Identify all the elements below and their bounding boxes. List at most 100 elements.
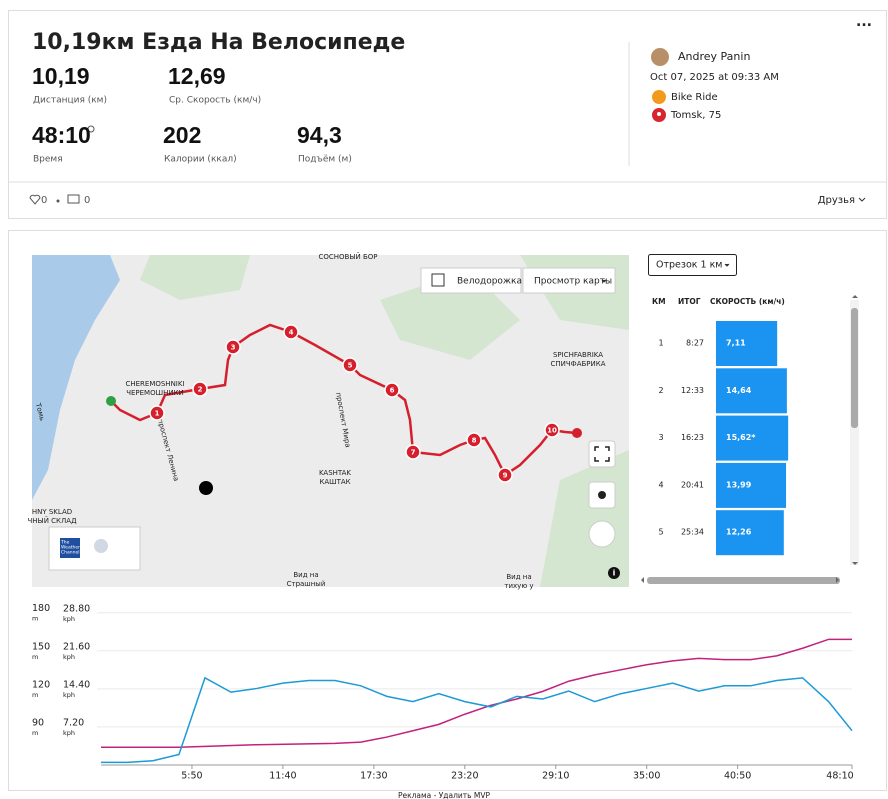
- map-label: Вид на: [293, 571, 318, 579]
- route-marker-label: 4: [289, 329, 294, 337]
- series-line: [101, 676, 853, 764]
- stat-value: 48:10: [32, 122, 91, 148]
- split-time: 25:34: [681, 528, 704, 537]
- visibility[interactable]: Друзья: [818, 195, 855, 206]
- end-marker: [572, 428, 582, 438]
- stat-label: Дистанция (км): [33, 96, 107, 106]
- split-km: 3: [658, 433, 663, 442]
- like-icon[interactable]: [29, 194, 41, 205]
- map-label: Вид на: [506, 573, 531, 581]
- park: [140, 255, 250, 300]
- activity-date: Oct 07, 2025 at 09:33 AM: [650, 72, 779, 83]
- position-marker: [199, 481, 213, 495]
- weather-logo: [60, 538, 80, 558]
- split-km: 4: [658, 480, 663, 489]
- map-label: тихую у: [504, 582, 533, 590]
- fullscreen-icon: [594, 446, 610, 462]
- y2-unit: kph: [63, 729, 75, 737]
- center-icon: [598, 491, 606, 499]
- activity-type: Bike Ride: [671, 92, 718, 103]
- split-time: 8:27: [686, 339, 704, 348]
- stat-value: 94,3: [297, 122, 342, 148]
- split-header: СКОРОСТЬ (км/ч): [710, 297, 785, 306]
- chevron: [858, 197, 866, 202]
- time-icon: [87, 125, 95, 133]
- y-unit: m: [32, 653, 38, 661]
- athlete-name[interactable]: Andrey Panin: [678, 50, 750, 63]
- location-icon: [657, 112, 661, 116]
- x-tick-label: 29:10: [542, 771, 569, 782]
- map-label: HNY SKLAD: [32, 508, 72, 516]
- weather-text: Weather: [61, 545, 80, 551]
- x-tick-label: 5:50: [181, 771, 202, 782]
- y2-tick-label: 28.80: [63, 603, 90, 614]
- comment-icon[interactable]: [67, 194, 80, 204]
- x-tick-label: 23:20: [451, 771, 478, 782]
- series-line: [101, 638, 852, 748]
- menu[interactable]: ...: [856, 14, 872, 30]
- y-tick-label: 180: [32, 603, 50, 614]
- river: [32, 255, 120, 500]
- split-time: 16:23: [681, 433, 704, 442]
- split-time: 12:33: [681, 386, 704, 395]
- y-tick-label: 150: [32, 641, 50, 652]
- route-marker: [405, 444, 421, 460]
- route-marker: [283, 324, 299, 340]
- separator: [56, 199, 60, 203]
- split-selector[interactable]: [648, 254, 737, 276]
- map-view-button[interactable]: [522, 267, 616, 294]
- start-marker: [106, 396, 116, 406]
- route-marker: [149, 405, 165, 421]
- route-marker-label: 3: [231, 344, 236, 352]
- map[interactable]: Велодорожка Просмотр карты i СОСНОВЫЙ БО…: [27, 252, 629, 590]
- map-label: Страшный: [287, 580, 326, 588]
- fullscreen-button[interactable]: [588, 440, 616, 468]
- split-time: 20:41: [681, 480, 704, 489]
- split-speed: 15,62*: [726, 433, 756, 442]
- chevron: [724, 263, 730, 267]
- route-marker: [225, 339, 241, 355]
- avatar[interactable]: [651, 48, 669, 66]
- info-button[interactable]: [608, 567, 620, 579]
- x-tick-label: 35:00: [633, 771, 660, 782]
- y-tick-label: 120: [32, 679, 50, 690]
- checkbox[interactable]: [431, 273, 445, 287]
- chevron: [601, 279, 607, 283]
- split-speed: 13,99: [726, 480, 752, 489]
- header-card: [8, 10, 887, 219]
- route-marker-label: 8: [472, 437, 477, 445]
- y-tick-label: 90: [32, 717, 44, 728]
- splits-table: КМ ИТОГ СКОРОСТЬ (км/ч) 1 8:27 7,11 2 12:33 14,6…: [652, 297, 789, 556]
- split-speed: 7,11: [726, 339, 746, 348]
- ad-notice[interactable]: Реклама - Удалить MVP: [398, 791, 491, 799]
- y2-tick-label: 7.20: [63, 717, 84, 728]
- y2-unit: kph: [63, 615, 75, 623]
- route-marker: [466, 432, 482, 448]
- route-marker-label: 10: [547, 427, 557, 435]
- split-km: 2: [658, 386, 663, 395]
- y2-tick-label: 21.60: [63, 641, 90, 652]
- stat-label: Подъём (м): [298, 155, 352, 165]
- h-scrollbar-thumb[interactable]: [647, 577, 840, 584]
- scrollbar-thumb[interactable]: [851, 308, 858, 428]
- stat-value: 10,19: [32, 63, 90, 89]
- split-km: 1: [658, 339, 663, 348]
- location: Tomsk, 75: [670, 110, 721, 121]
- stat-value: 202: [163, 122, 201, 148]
- map-label: СОСНОВЫЙ БОР: [318, 252, 377, 261]
- speed-bar: [716, 415, 789, 461]
- route-marker-label: 1: [155, 410, 160, 418]
- x-tick-label: 11:40: [269, 771, 296, 782]
- weather-icon: [94, 539, 108, 553]
- split-selector-label: Отрезок 1 км: [656, 260, 722, 271]
- map-label: CHEREMOSHNIKI: [125, 380, 184, 388]
- split-header: КМ: [652, 297, 666, 306]
- y2-unit: kph: [63, 653, 75, 661]
- route-marker-label: 2: [198, 386, 203, 394]
- comment-count: 0: [84, 195, 90, 206]
- x-tick-label: 17:30: [360, 771, 387, 782]
- route-marker-label: 5: [348, 362, 353, 370]
- route-marker: [497, 467, 513, 483]
- pan-control[interactable]: [588, 520, 616, 548]
